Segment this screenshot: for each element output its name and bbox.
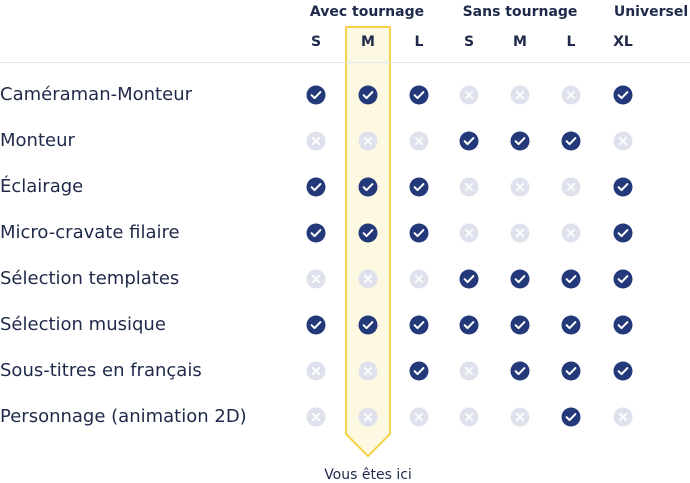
feature-label: Monteur bbox=[0, 130, 75, 151]
x-circle-icon bbox=[613, 407, 633, 427]
header-divider bbox=[0, 62, 690, 63]
x-circle-icon bbox=[358, 131, 378, 151]
x-circle-icon bbox=[561, 223, 581, 243]
check-circle-icon bbox=[306, 177, 326, 197]
x-circle-icon bbox=[459, 85, 479, 105]
feature-row: Caméraman-Monteur bbox=[0, 73, 690, 119]
check-circle-icon bbox=[510, 361, 530, 381]
feature-row: Sélection musique bbox=[0, 303, 690, 349]
feature-label: Personnage (animation 2D) bbox=[0, 406, 247, 427]
x-circle-icon bbox=[306, 361, 326, 381]
check-circle-icon bbox=[459, 131, 479, 151]
x-circle-icon bbox=[306, 407, 326, 427]
x-circle-icon bbox=[459, 407, 479, 427]
size-header-sans-m: M bbox=[513, 34, 527, 50]
check-circle-icon bbox=[510, 315, 530, 335]
x-circle-icon bbox=[561, 177, 581, 197]
group-header-universel: Universel bbox=[613, 4, 689, 20]
check-circle-icon bbox=[613, 269, 633, 289]
feature-label: Caméraman-Monteur bbox=[0, 84, 192, 105]
feature-label: Sélection templates bbox=[0, 268, 180, 289]
feature-label: Éclairage bbox=[0, 176, 84, 197]
feature-label: Micro-cravate filaire bbox=[0, 222, 180, 243]
check-circle-icon bbox=[358, 85, 378, 105]
check-circle-icon bbox=[561, 407, 581, 427]
feature-row: Personnage (animation 2D) bbox=[0, 395, 690, 441]
group-header-avec-tournage: Avec tournage bbox=[309, 4, 425, 20]
x-circle-icon bbox=[358, 269, 378, 289]
check-circle-icon bbox=[306, 85, 326, 105]
size-header-avec-m: M bbox=[361, 34, 375, 50]
check-circle-icon bbox=[561, 315, 581, 335]
check-circle-icon bbox=[613, 85, 633, 105]
x-circle-icon bbox=[561, 85, 581, 105]
size-header-avec-l: L bbox=[414, 34, 424, 50]
x-circle-icon bbox=[409, 269, 429, 289]
x-circle-icon bbox=[510, 223, 530, 243]
check-circle-icon bbox=[459, 269, 479, 289]
feature-row: Monteur bbox=[0, 119, 690, 165]
x-circle-icon bbox=[459, 223, 479, 243]
check-circle-icon bbox=[561, 361, 581, 381]
x-circle-icon bbox=[358, 407, 378, 427]
feature-row: Micro-cravate filaire bbox=[0, 211, 690, 257]
feature-row: Sous-titres en français bbox=[0, 349, 690, 395]
check-circle-icon bbox=[306, 315, 326, 335]
x-circle-icon bbox=[510, 177, 530, 197]
check-circle-icon bbox=[510, 131, 530, 151]
x-circle-icon bbox=[459, 361, 479, 381]
x-circle-icon bbox=[358, 361, 378, 381]
check-circle-icon bbox=[561, 131, 581, 151]
you-are-here-label: Vous êtes ici bbox=[324, 467, 412, 483]
check-circle-icon bbox=[613, 361, 633, 381]
x-circle-icon bbox=[306, 131, 326, 151]
size-header-universel-xl: XL bbox=[613, 34, 633, 50]
check-circle-icon bbox=[358, 315, 378, 335]
size-header-sans-l: L bbox=[566, 34, 576, 50]
check-circle-icon bbox=[613, 223, 633, 243]
group-header-sans-tournage: Sans tournage bbox=[462, 4, 578, 20]
feature-row: Éclairage bbox=[0, 165, 690, 211]
check-circle-icon bbox=[459, 315, 479, 335]
size-header-sans-s: S bbox=[463, 34, 475, 50]
feature-label: Sous-titres en français bbox=[0, 360, 202, 381]
x-circle-icon bbox=[510, 85, 530, 105]
check-circle-icon bbox=[358, 177, 378, 197]
x-circle-icon bbox=[613, 131, 633, 151]
check-circle-icon bbox=[409, 223, 429, 243]
check-circle-icon bbox=[409, 315, 429, 335]
check-circle-icon bbox=[510, 269, 530, 289]
size-header-avec-s: S bbox=[310, 34, 322, 50]
check-circle-icon bbox=[613, 315, 633, 335]
x-circle-icon bbox=[306, 269, 326, 289]
feature-label: Sélection musique bbox=[0, 314, 166, 335]
feature-row: Sélection templates bbox=[0, 257, 690, 303]
check-circle-icon bbox=[306, 223, 326, 243]
check-circle-icon bbox=[613, 177, 633, 197]
check-circle-icon bbox=[358, 223, 378, 243]
x-circle-icon bbox=[409, 131, 429, 151]
x-circle-icon bbox=[459, 177, 479, 197]
x-circle-icon bbox=[510, 407, 530, 427]
check-circle-icon bbox=[409, 177, 429, 197]
check-circle-icon bbox=[409, 85, 429, 105]
x-circle-icon bbox=[409, 407, 429, 427]
check-circle-icon bbox=[561, 269, 581, 289]
check-circle-icon bbox=[409, 361, 429, 381]
